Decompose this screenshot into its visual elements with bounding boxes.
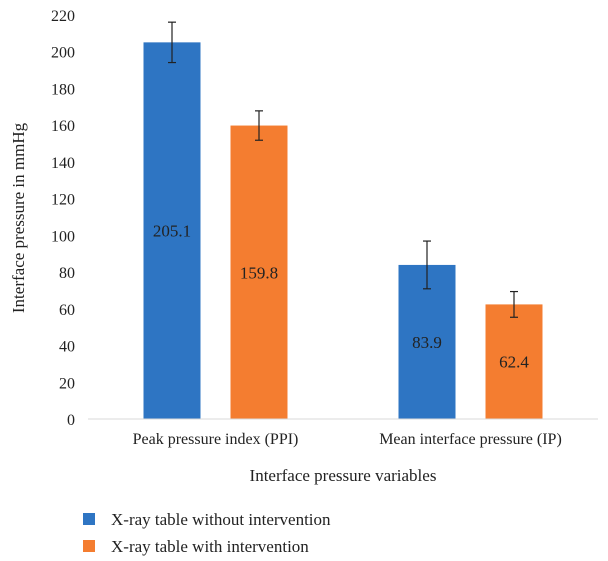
y-tick-label: 0 [67, 412, 75, 429]
y-tick-label: 80 [59, 265, 75, 282]
y-tick-label: 160 [51, 118, 75, 135]
y-tick-label: 200 [51, 45, 75, 62]
bar-2-1 [230, 125, 288, 420]
data-label: 83.9 [412, 333, 442, 352]
legend-item: X-ray table without intervention [83, 510, 331, 529]
x-tick-label: Peak pressure index (PPI) [133, 431, 299, 448]
legend-item: X-ray table with intervention [83, 537, 309, 556]
y-tick-label: 20 [59, 375, 75, 392]
y-tick-label: 140 [51, 155, 75, 172]
legend-label: X-ray table without intervention [111, 510, 331, 529]
y-axis-title: Interface pressure in mmHg [9, 122, 28, 313]
legend-swatch [83, 540, 95, 552]
y-tick-label: 60 [59, 302, 75, 319]
x-axis-title: Interface pressure variables [250, 466, 437, 485]
legend-label: X-ray table with intervention [111, 537, 309, 556]
y-tick-label: 180 [51, 81, 75, 98]
error-bar-2-1 [255, 110, 263, 141]
data-label: 159.8 [240, 263, 278, 282]
y-tick-label: 100 [51, 228, 75, 245]
y-axis-ticks: 0 20 40 60 80 100 120 140 160 180 200 220 [51, 8, 75, 429]
error-bars [168, 21, 518, 318]
bar-1-2 [398, 264, 456, 419]
y-tick-label: 220 [51, 8, 75, 25]
x-tick-label: Mean interface pressure (IP) [379, 431, 562, 448]
bar-1-1 [143, 42, 201, 419]
data-label: 62.4 [499, 353, 529, 372]
legend-swatch [83, 513, 95, 525]
bars [143, 42, 543, 420]
data-label: 205.1 [153, 222, 191, 241]
error-bar-2-2 [510, 290, 518, 318]
x-axis-ticks: Peak pressure index (PPI) Mean interface … [133, 431, 562, 448]
error-bar-1-1 [168, 21, 176, 64]
y-tick-label: 120 [51, 192, 75, 209]
error-bar-1-2 [423, 240, 431, 290]
bar-2-2 [485, 304, 543, 419]
data-labels: 205.1 159.8 83.9 62.4 [153, 222, 530, 372]
legend: X-ray table without intervention X-ray ta… [83, 510, 331, 556]
y-tick-label: 40 [59, 339, 75, 356]
